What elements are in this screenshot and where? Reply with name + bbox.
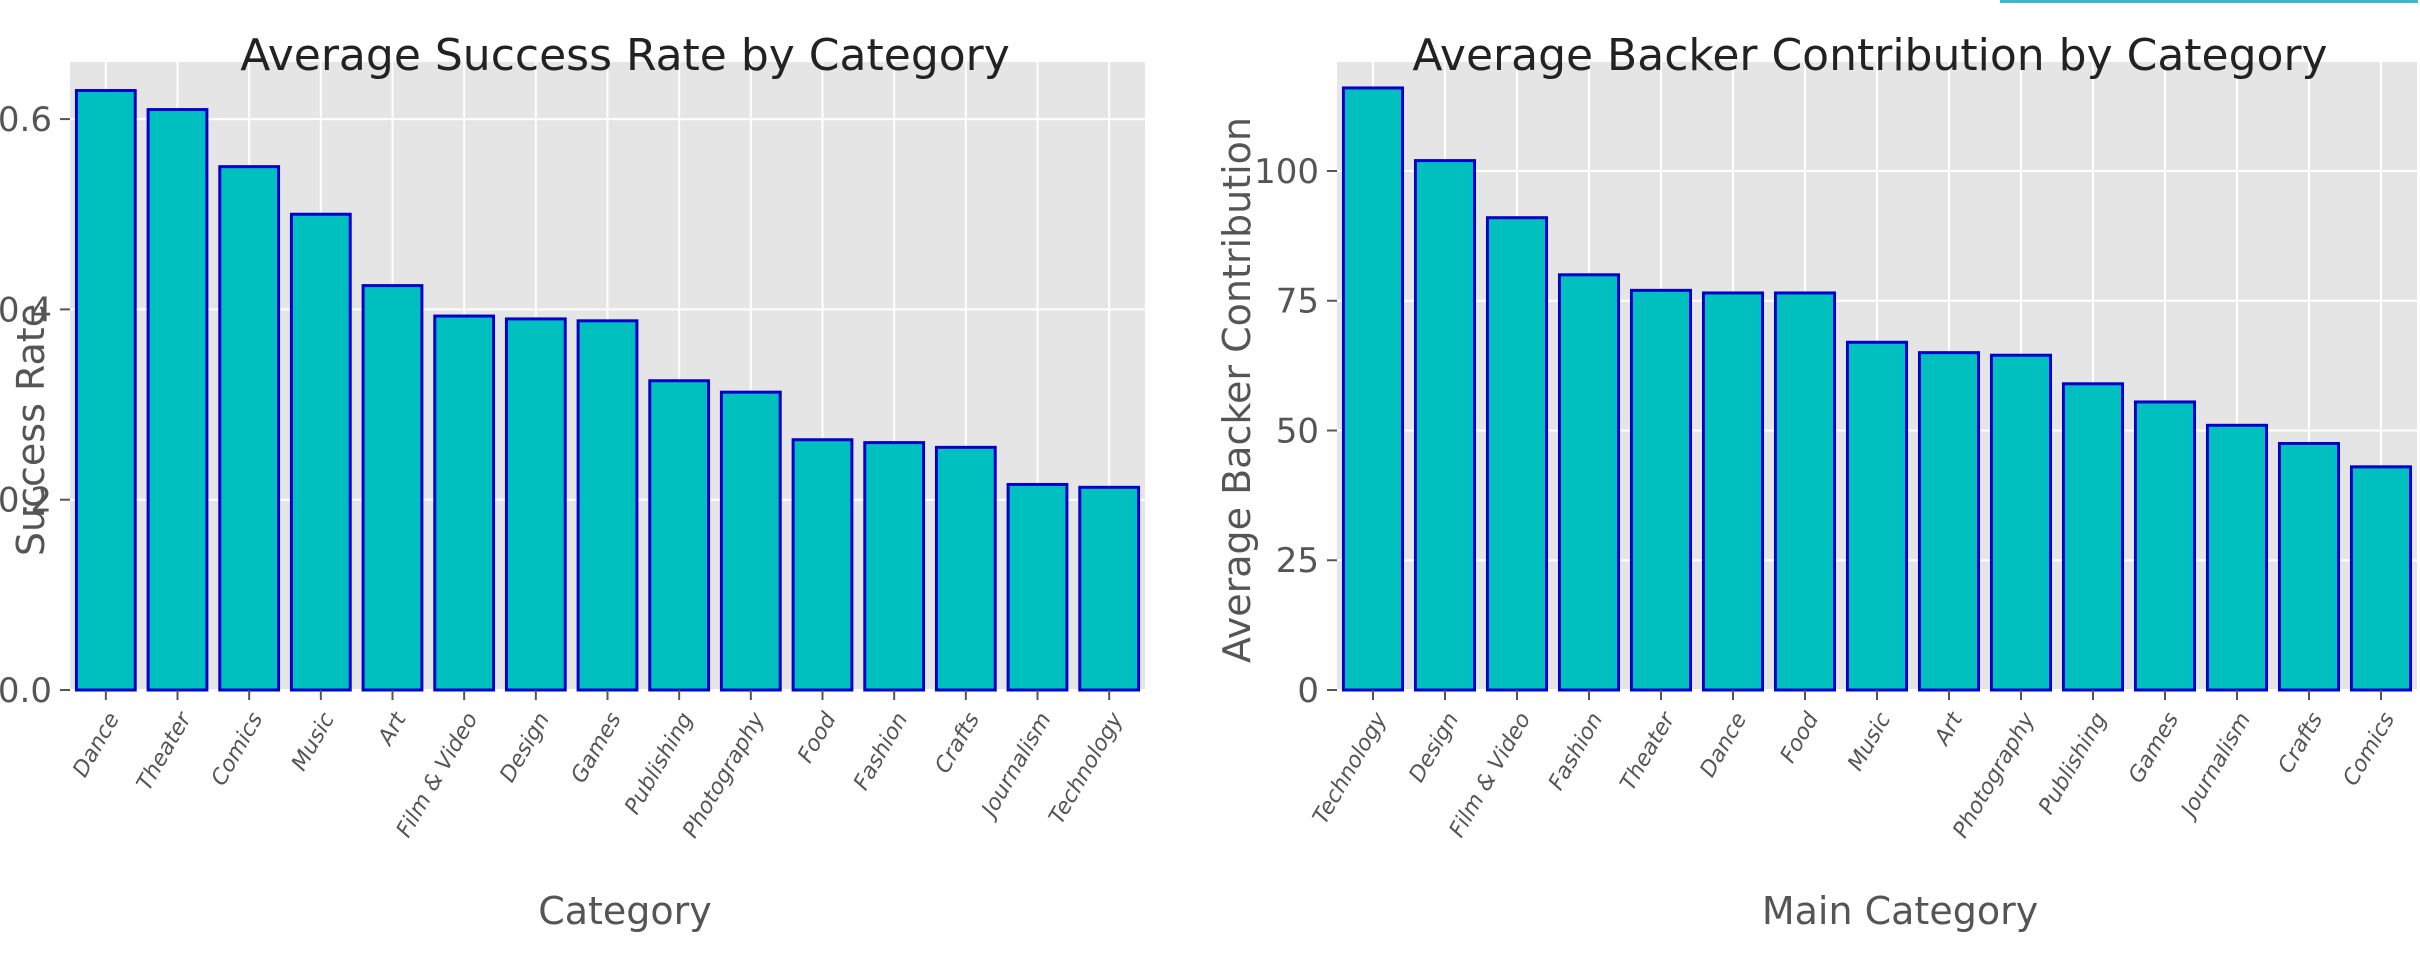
y-tick-label: 0.2	[0, 481, 52, 521]
bar	[1557, 273, 1621, 692]
bar	[361, 284, 424, 692]
x-tick-label: Games	[2124, 709, 2184, 788]
top-right-accent-strip	[2000, 0, 2418, 3]
y-tick-label: 25	[1276, 541, 1319, 581]
x-tick-label: Journalism	[2175, 709, 2256, 825]
bar	[1773, 291, 1837, 692]
x-axis-label: Category	[538, 889, 712, 933]
bar	[934, 445, 997, 692]
bar	[2349, 465, 2413, 692]
bar	[1989, 353, 2053, 692]
y-tick-label: 0.4	[0, 290, 52, 330]
y-tick-label: 0.6	[0, 100, 52, 140]
y-tick-label: 0	[1297, 671, 1319, 711]
x-tick-label: Publishing	[2034, 708, 2112, 818]
x-tick-label: Fashion	[849, 709, 913, 795]
y-axis-label: Success Rate	[9, 304, 53, 556]
bar	[504, 317, 567, 692]
x-tick-label: Design	[495, 709, 555, 787]
x-tick-label: Dance	[1696, 709, 1753, 782]
bar	[1006, 482, 1069, 692]
bar	[146, 108, 209, 692]
x-tick-label: Dance	[68, 709, 125, 782]
x-tick-label: Publishing	[620, 708, 698, 818]
x-tick-label: Comics	[2339, 709, 2401, 791]
x-tick-label: Design	[1405, 709, 1465, 787]
bar	[289, 212, 352, 692]
bar	[1078, 485, 1141, 692]
x-tick-label: Games	[567, 709, 627, 788]
bar	[2277, 441, 2341, 692]
x-tick-label: Art	[1929, 707, 1969, 751]
x-tick-label: Crafts	[2274, 709, 2329, 778]
x-tick-label: Food	[1776, 708, 1825, 768]
chart-title: Average Success Rate by Category	[240, 30, 1010, 81]
x-tick-label: Technology	[1045, 708, 1129, 829]
chart-title: Average Backer Contribution by Category	[1412, 30, 2327, 81]
y-tick-label: 75	[1276, 282, 1319, 322]
bar	[2205, 423, 2269, 692]
bar	[1485, 216, 1549, 692]
x-tick-label: Technology	[1308, 708, 1392, 829]
y-tick-label: 0.0	[0, 671, 52, 711]
bar	[2133, 400, 2197, 692]
x-tick-label: Theater	[1616, 707, 1681, 795]
bar	[576, 319, 639, 692]
bar	[2061, 382, 2125, 692]
x-axis-label: Main Category	[1762, 889, 2038, 933]
x-tick-label: Crafts	[931, 708, 986, 777]
y-tick-label: 100	[1254, 152, 1319, 192]
x-tick-label: Journalism	[975, 709, 1056, 825]
x-tick-label: Comics	[207, 709, 269, 791]
x-tick-label: Music	[1843, 709, 1896, 776]
bar	[1845, 340, 1909, 692]
bar	[1341, 86, 1405, 692]
bar	[863, 441, 926, 692]
bar	[74, 89, 137, 692]
bar	[1917, 351, 1981, 692]
bar	[719, 390, 782, 692]
bar	[1629, 288, 1693, 692]
bar	[648, 379, 711, 692]
bar	[433, 314, 496, 692]
bar	[791, 438, 854, 692]
x-tick-label: Art	[373, 707, 413, 751]
x-tick-label: Food	[793, 708, 842, 768]
bar	[1701, 291, 1765, 692]
x-tick-label: Music	[287, 709, 340, 776]
x-tick-label: Theater	[132, 707, 197, 795]
y-axis-label: Average Backer Contribution	[1215, 117, 1259, 663]
bar	[218, 165, 281, 692]
bar	[1413, 159, 1477, 692]
x-tick-label: Fashion	[1544, 709, 1608, 795]
y-tick-label: 50	[1276, 411, 1319, 451]
